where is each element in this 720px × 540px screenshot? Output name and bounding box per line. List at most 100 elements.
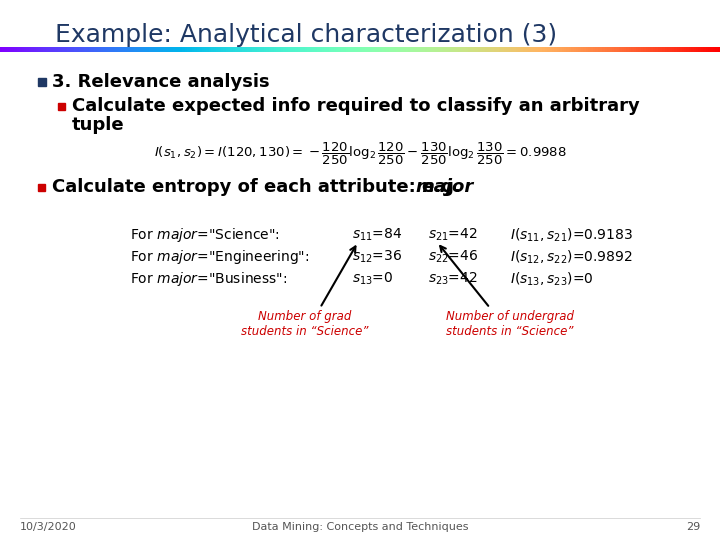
Bar [84,47,87,52]
Bar [281,47,284,52]
Bar [495,47,498,52]
Bar [626,47,629,52]
Bar [531,47,534,52]
Bar [297,47,300,52]
Bar [398,47,401,52]
Text: 3. Relevance analysis: 3. Relevance analysis [52,73,269,91]
Bar [542,47,545,52]
Bar [135,47,138,52]
Bar [396,47,399,52]
Bar [187,47,190,52]
Text: For $\mathit{major}$="Science":: For $\mathit{major}$="Science": [130,226,280,244]
Bar [223,47,226,52]
Bar [581,47,584,52]
Bar [38,78,46,86]
Bar [353,47,356,52]
Bar [585,47,588,52]
Bar [576,47,579,52]
Bar [389,47,392,52]
Bar [646,47,649,52]
Bar [17,47,19,52]
Bar [182,47,185,52]
Bar [38,184,45,191]
Bar [319,47,322,52]
Bar [420,47,423,52]
Bar [153,47,156,52]
Bar [108,47,111,52]
Bar [348,47,351,52]
Bar [209,47,212,52]
Bar [74,47,77,52]
Bar [439,47,442,52]
Bar [106,47,109,52]
Bar [509,47,512,52]
Bar [425,47,428,52]
Bar [655,47,658,52]
Text: major: major [415,178,473,196]
Bar [45,47,48,52]
Bar [653,47,656,52]
Bar [612,47,615,52]
Bar [662,47,665,52]
Bar [343,47,346,52]
Bar [718,47,720,52]
Bar [240,47,243,52]
Bar [639,47,642,52]
Bar [533,47,536,52]
Bar [271,47,274,52]
Bar [216,47,219,52]
Text: $s_{12}$=36: $s_{12}$=36 [352,249,402,265]
Bar [50,47,53,52]
Text: Example: Analytical characterization (3): Example: Analytical characterization (3) [55,23,557,47]
Bar [225,47,228,52]
Bar [300,47,303,52]
Bar [415,47,418,52]
Bar [72,47,75,52]
Bar [211,47,214,52]
Bar [617,47,620,52]
Bar [535,47,538,52]
Bar [34,47,37,52]
Bar [432,47,435,52]
Bar [163,47,166,52]
Bar [29,47,32,52]
Bar [403,47,406,52]
Bar [677,47,680,52]
Bar [387,47,390,52]
Bar [593,47,595,52]
Bar [557,47,559,52]
Bar [346,47,348,52]
Bar [336,47,339,52]
Bar [675,47,678,52]
Bar [94,47,96,52]
Bar [567,47,570,52]
Bar [24,47,27,52]
Bar [382,47,384,52]
Bar [19,47,22,52]
Bar [603,47,606,52]
Bar [413,47,415,52]
Bar [307,47,310,52]
Bar [158,47,161,52]
Bar [463,47,466,52]
Bar [446,47,449,52]
Bar [456,47,459,52]
Bar [711,47,714,52]
Bar [355,47,358,52]
Bar [485,47,487,52]
Bar [86,47,89,52]
Bar [238,47,240,52]
Bar [178,47,181,52]
Text: $s_{21}$=42: $s_{21}$=42 [428,227,478,243]
Bar [715,47,718,52]
Bar [113,47,116,52]
Bar [122,47,125,52]
Bar [358,47,361,52]
Bar [365,47,368,52]
Bar [161,47,163,52]
Text: $I(s_{12},s_{22})$=0.9892: $I(s_{12},s_{22})$=0.9892 [510,248,632,266]
Bar [5,47,8,52]
Bar [574,47,577,52]
Text: $s_{23}$=42: $s_{23}$=42 [428,271,478,287]
Bar [660,47,663,52]
